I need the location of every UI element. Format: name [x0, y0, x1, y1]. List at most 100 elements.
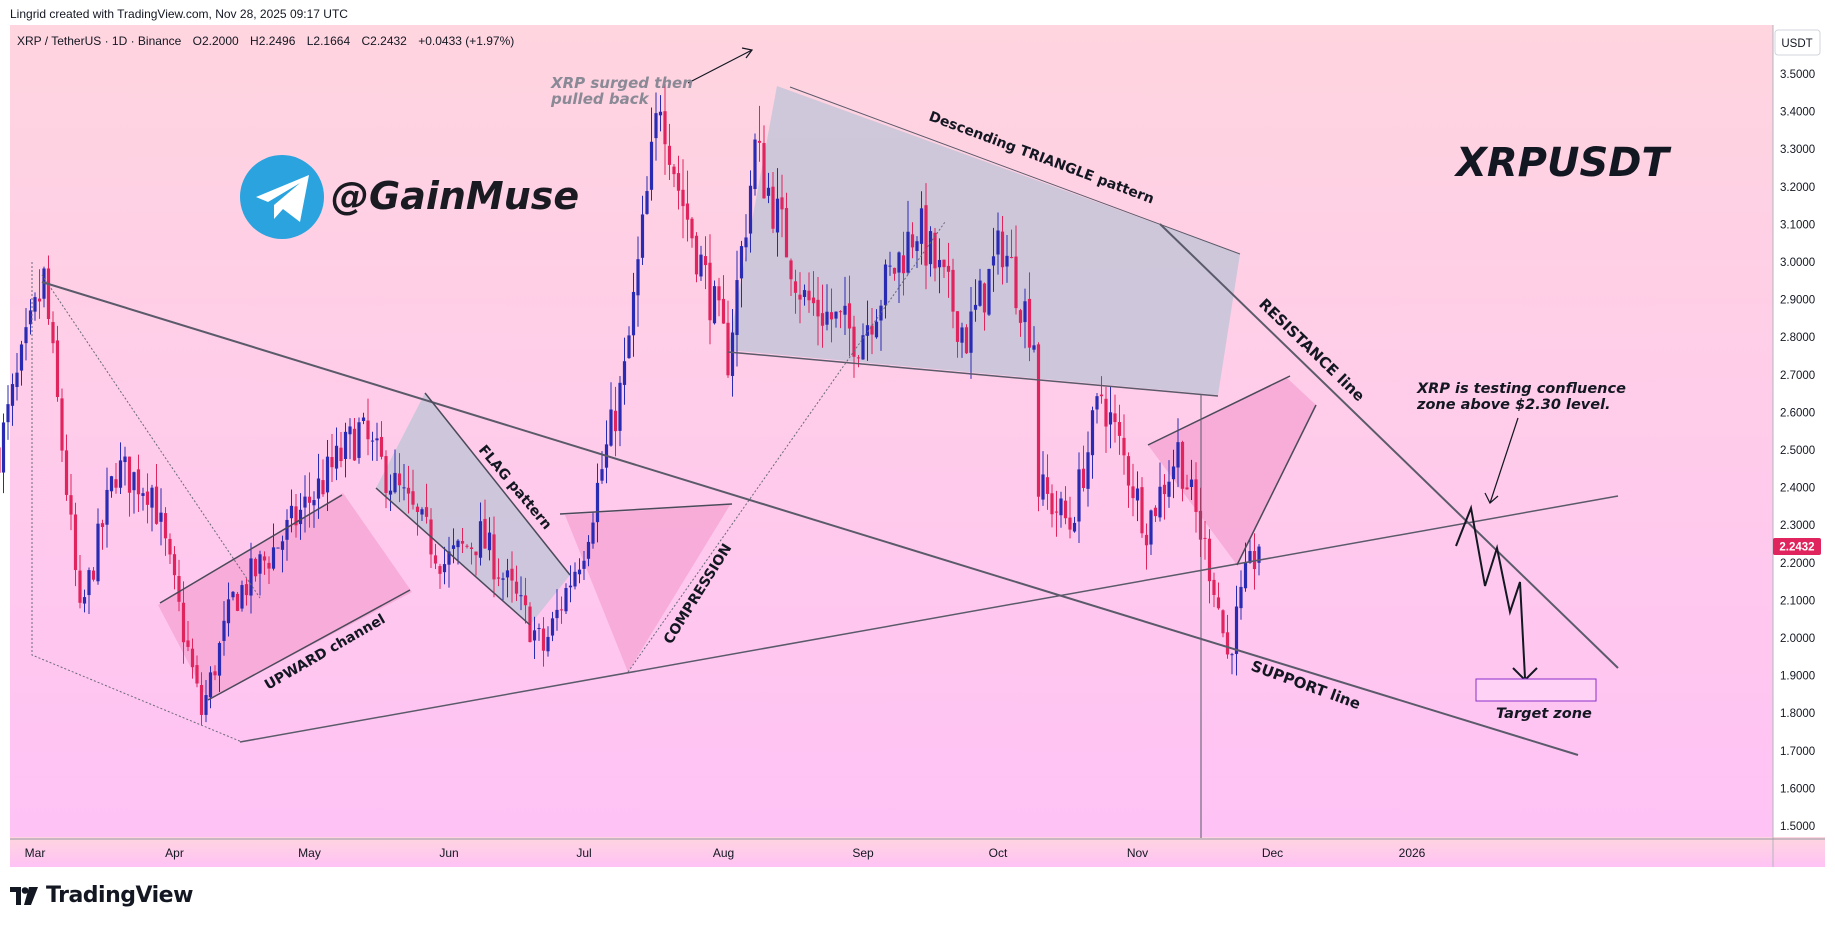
candle-body [618, 382, 622, 431]
candle-body [60, 398, 64, 451]
price-tick-label: 3.2000 [1780, 182, 1815, 194]
candle-body [289, 505, 294, 519]
candle-body [1077, 469, 1081, 522]
upward-channel-shape[interactable] [158, 493, 412, 700]
candle-body [1095, 396, 1099, 410]
candle-body [771, 186, 775, 229]
candle-body [24, 327, 28, 344]
candle [861, 323, 865, 360]
descending-triangle-shape[interactable] [728, 86, 1240, 395]
candle-body [64, 450, 69, 495]
flag-pattern-shape[interactable] [376, 393, 570, 625]
candle [1108, 386, 1113, 449]
resistance-line[interactable] [1159, 223, 1619, 669]
flag-upper-line[interactable] [424, 392, 571, 576]
tradingview-brand[interactable]: TradingView [10, 883, 193, 908]
price-tick-label: 3.4000 [1780, 107, 1815, 119]
tradingview-logo-icon [10, 886, 38, 905]
candle [231, 591, 235, 601]
candle [366, 398, 370, 456]
candle-body [627, 335, 631, 359]
candle [217, 641, 222, 693]
support-line[interactable] [41, 281, 1579, 756]
candle [469, 542, 474, 565]
candle [915, 236, 919, 269]
time-tick-label: Dec [1262, 846, 1283, 860]
candle [109, 475, 114, 498]
candle-body [298, 509, 303, 525]
trendlines[interactable] [31, 47, 1619, 838]
candle-body [825, 311, 829, 325]
candle-body [609, 409, 613, 446]
candle-body [1009, 257, 1014, 259]
candle [546, 626, 550, 657]
flag-lower-line[interactable] [375, 487, 531, 626]
candle-body [330, 457, 334, 468]
candle-body [514, 581, 519, 594]
compression-upper-line[interactable] [559, 503, 733, 515]
candle [622, 337, 627, 405]
candle-body [379, 436, 384, 457]
candle-body [798, 294, 802, 300]
candle-body [712, 286, 717, 324]
october-wedge-shape[interactable] [1148, 378, 1316, 565]
currency-button[interactable] [1774, 29, 1821, 56]
candle-body [1243, 562, 1248, 589]
candle [222, 601, 226, 656]
candle [1014, 225, 1018, 315]
candle [748, 170, 753, 253]
candle [91, 566, 96, 582]
pattern-shapes[interactable] [158, 86, 1316, 700]
wedge-lower-line[interactable] [1236, 404, 1317, 566]
legend-low: L2.1664 [307, 34, 351, 48]
candle [798, 272, 802, 324]
candle-body [195, 665, 199, 684]
triangle-lower-line[interactable] [727, 351, 1219, 397]
candle-body [501, 578, 505, 580]
legend-high: H2.2496 [250, 34, 296, 48]
candle-body [114, 479, 118, 488]
candle-body [424, 507, 429, 517]
chart-credit: Lingrid created with TradingView.com, No… [10, 7, 348, 21]
candle [1126, 452, 1131, 508]
candle [627, 326, 631, 359]
time-axis[interactable]: Mar Apr May Jun Jul Aug Sep Oct Nov Dec 2026 [25, 846, 1426, 860]
candle [1005, 235, 1009, 283]
target-zone-box[interactable] [1475, 678, 1597, 702]
candle-body [1248, 551, 1252, 563]
candle [582, 550, 586, 580]
price-tick-label: 1.9000 [1780, 671, 1815, 683]
candle [960, 322, 964, 358]
candle-body [352, 428, 357, 461]
time-tick-label: Mar [25, 846, 46, 860]
candle [811, 271, 816, 316]
candle [199, 672, 204, 726]
triangle-upper-line[interactable] [789, 86, 1241, 255]
candle-body [550, 618, 555, 636]
candle [145, 473, 150, 524]
candle-body [240, 585, 244, 609]
price-axis[interactable]: 1.5000 1.6000 1.7000 1.8000 1.9000 2.0000 2.10… [1780, 69, 1815, 833]
symbol-legend[interactable]: XRP / TetherUS · 1D · Binance O2.2000 H2… [17, 34, 514, 48]
ascending-support-line[interactable] [239, 495, 1619, 743]
candle [618, 376, 622, 447]
candle-body [253, 558, 258, 577]
compression-shape[interactable] [565, 505, 730, 672]
candle-body [708, 262, 712, 321]
candle-body [802, 290, 807, 297]
candle-body [784, 208, 789, 258]
channel-upper-line[interactable] [159, 494, 343, 604]
candle-body [163, 513, 168, 539]
candle [1000, 216, 1005, 285]
channel-lower-line[interactable] [207, 589, 411, 701]
time-axis-background [10, 837, 1825, 867]
candle [1162, 474, 1167, 520]
candle-body [658, 111, 663, 116]
candle-body [717, 286, 721, 301]
candle-body [757, 140, 762, 143]
candle-body [348, 426, 352, 435]
wedge-upper-line[interactable] [1147, 375, 1291, 446]
candle-body [654, 113, 658, 139]
candle [1221, 609, 1225, 638]
